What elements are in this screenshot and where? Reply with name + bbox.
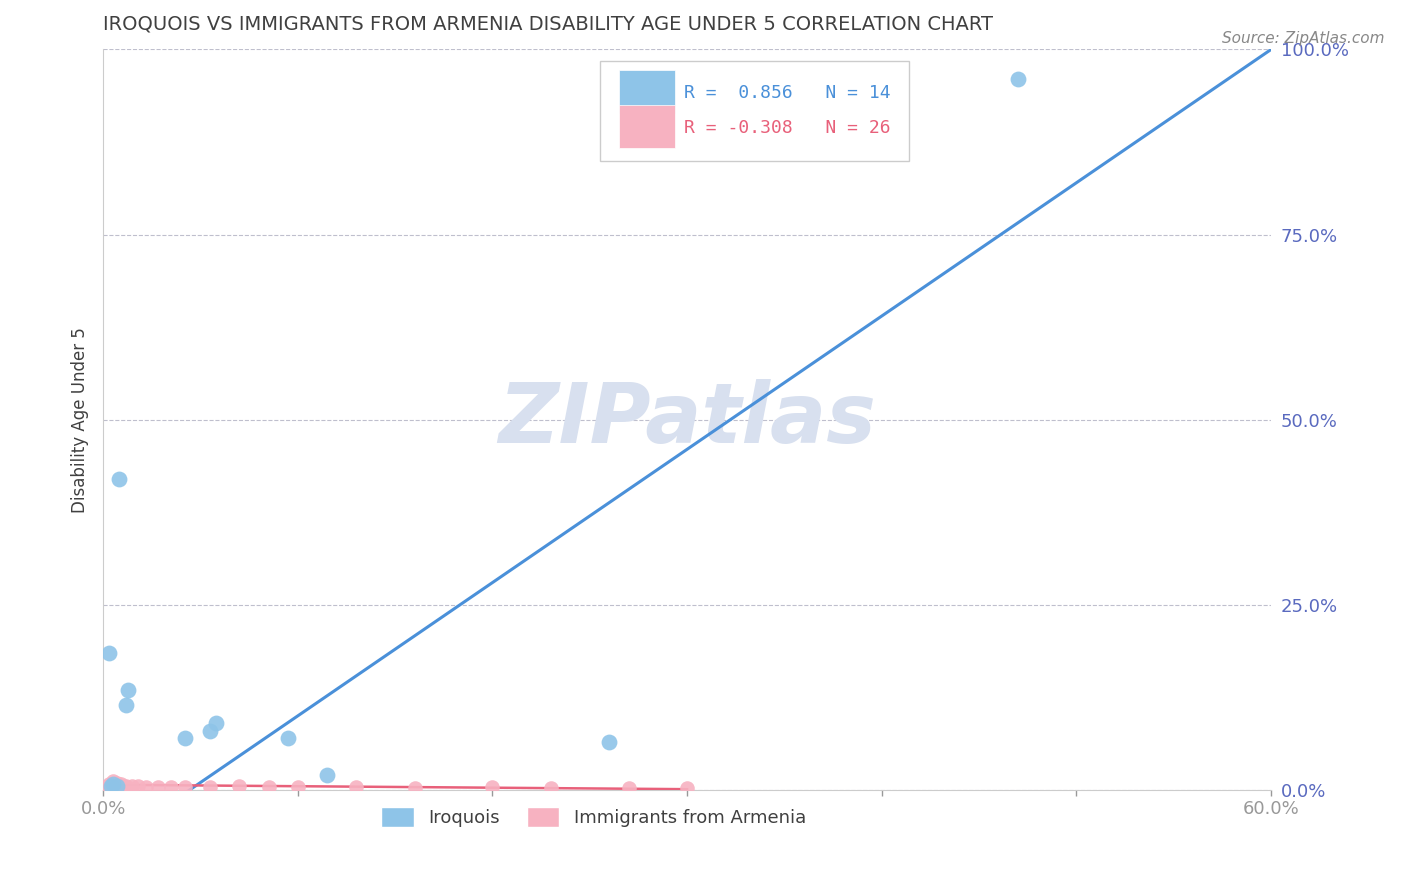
Text: ZIPatlas: ZIPatlas [498, 379, 876, 460]
Point [104, 779, 127, 793]
Point [105, 779, 128, 793]
Point [316, 768, 339, 782]
Y-axis label: Disability Age Under 5: Disability Age Under 5 [72, 326, 89, 513]
Point [146, 780, 169, 794]
Point [344, 780, 367, 794]
Point [105, 775, 128, 789]
Point [617, 780, 640, 795]
Text: R = -0.308   N = 26: R = -0.308 N = 26 [683, 120, 890, 137]
FancyBboxPatch shape [620, 105, 675, 148]
Point [100, 779, 122, 793]
Point [404, 780, 426, 795]
Point [111, 779, 134, 793]
Point [205, 716, 228, 731]
Point [96, 779, 118, 793]
Point [135, 780, 157, 794]
Point [257, 780, 280, 794]
Point [101, 777, 124, 791]
FancyBboxPatch shape [599, 61, 910, 161]
Point [110, 777, 132, 791]
Point [173, 731, 195, 745]
Point [228, 779, 250, 793]
Point [198, 723, 221, 738]
Point [98, 777, 121, 791]
Point [98, 646, 121, 660]
FancyBboxPatch shape [620, 70, 675, 112]
Point [101, 774, 124, 789]
Point [127, 779, 149, 793]
Point [481, 780, 503, 794]
Point [107, 472, 129, 486]
Point [198, 780, 221, 794]
Point [115, 698, 138, 712]
Point [540, 780, 562, 795]
Point [100, 779, 122, 793]
Point [287, 780, 309, 794]
Legend: Iroquois, Immigrants from Armenia: Iroquois, Immigrants from Armenia [373, 797, 815, 837]
Point [277, 731, 299, 745]
Point [115, 779, 138, 793]
Text: Source: ZipAtlas.com: Source: ZipAtlas.com [1222, 31, 1385, 46]
Text: IROQUOIS VS IMMIGRANTS FROM ARMENIA DISABILITY AGE UNDER 5 CORRELATION CHART: IROQUOIS VS IMMIGRANTS FROM ARMENIA DISA… [103, 15, 993, 34]
Point [598, 735, 620, 749]
Point [121, 779, 143, 793]
Point [117, 682, 139, 697]
Point [1007, 72, 1029, 87]
Point [107, 780, 129, 794]
Point [173, 780, 195, 794]
Text: R =  0.856   N = 14: R = 0.856 N = 14 [683, 84, 890, 102]
Point [676, 780, 699, 795]
Point [160, 780, 183, 794]
